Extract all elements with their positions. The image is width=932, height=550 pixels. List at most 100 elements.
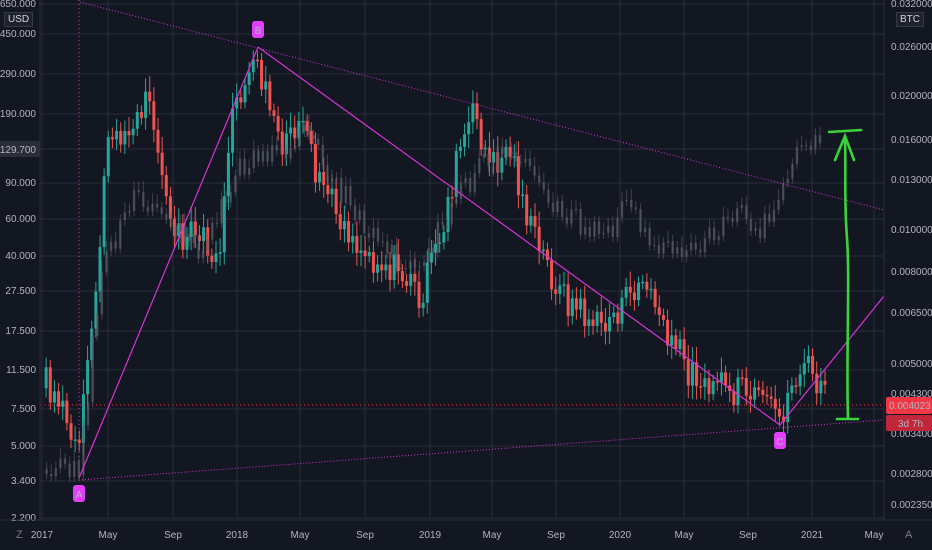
candle-body xyxy=(255,59,259,62)
candle-body xyxy=(719,372,723,383)
ghost-candle-body xyxy=(50,473,53,477)
time-tick-label: 2021 xyxy=(801,530,824,541)
candle-body xyxy=(239,97,243,103)
ghost-candle-body xyxy=(247,167,251,175)
candle-body xyxy=(591,319,595,326)
candle-body xyxy=(409,273,413,286)
ghost-candle-body xyxy=(533,166,536,176)
ghost-candle-body xyxy=(183,223,186,242)
ghost-candle-body xyxy=(551,202,555,212)
candle-body xyxy=(380,264,384,271)
ghost-candle-body xyxy=(694,242,697,250)
ghost-candle-body xyxy=(178,223,182,239)
candle-body xyxy=(757,387,761,390)
candle-body xyxy=(599,311,603,323)
candle-body xyxy=(566,284,570,317)
ghost-candle-body xyxy=(712,227,716,241)
time-axis[interactable]: 2017 May Sep 2018 May Sep 2019 May Sep 2020 May Sep… xyxy=(0,519,932,541)
candle-body xyxy=(264,81,268,90)
ghost-candle-body xyxy=(188,233,191,242)
candle-body xyxy=(434,243,438,253)
candle-body xyxy=(413,273,417,282)
candle-body xyxy=(533,216,537,227)
zoom-icon[interactable]: Z xyxy=(16,529,23,541)
candle-body xyxy=(309,130,313,144)
candle-body xyxy=(616,312,620,324)
left-tick-label: 290.000 xyxy=(0,69,36,80)
ghost-candle-body xyxy=(768,213,771,223)
auto-scale-icon[interactable]: A xyxy=(905,529,913,541)
left-price-axis[interactable]: 650.000 450.000 290.000 190.000 129.700 90.00… xyxy=(0,0,41,524)
ghost-candle-body xyxy=(607,225,610,233)
ghost-candle-body xyxy=(657,244,661,254)
ghost-candle-body xyxy=(289,147,292,159)
time-tick-label: May xyxy=(483,530,502,541)
candle-body xyxy=(483,147,487,150)
ghost-candle-body xyxy=(537,175,541,183)
candle-body xyxy=(707,378,711,395)
candle-body xyxy=(823,380,827,385)
candle-body xyxy=(724,372,728,386)
ghost-candle-body xyxy=(335,177,338,180)
ghost-candle-body xyxy=(510,151,513,155)
candle-body xyxy=(748,395,752,400)
right-tick-label: 0.008000 xyxy=(891,267,932,278)
ghost-candle-body xyxy=(436,221,440,253)
right-price-axis[interactable]: 0.032000 0.026000 0.020000 0.016000 0.013000… xyxy=(883,0,932,520)
current-value-label: 129.700 xyxy=(0,145,36,156)
point-label-c: C xyxy=(776,437,783,448)
lower-trendline xyxy=(78,419,885,481)
ghost-candle-body xyxy=(731,218,734,223)
candle-body xyxy=(454,150,458,198)
candle-body xyxy=(744,377,748,396)
left-tick-label: 17.500 xyxy=(5,326,36,337)
ghost-candle-body xyxy=(597,221,601,234)
left-tick-label: 450.000 xyxy=(0,29,36,40)
candle-body xyxy=(516,156,520,196)
candle-body xyxy=(732,390,736,405)
candle-body xyxy=(699,386,703,388)
pattern-lines xyxy=(78,1,885,481)
ghost-candle-body xyxy=(781,183,785,200)
candle-body xyxy=(815,373,819,394)
candle-body xyxy=(657,307,661,315)
candle-body xyxy=(446,197,450,233)
candle-body xyxy=(819,380,823,394)
candle-body xyxy=(703,378,707,387)
candle-body xyxy=(802,363,806,375)
ghost-candle-body xyxy=(625,199,628,202)
ghost-candle-body xyxy=(450,202,453,225)
ghost-candle-body xyxy=(505,153,509,155)
candle-body xyxy=(139,112,143,118)
ghost-candle-body xyxy=(132,189,136,211)
ghost-candle-body xyxy=(445,224,449,226)
candle-body xyxy=(197,235,201,242)
candle-body xyxy=(512,156,516,158)
candle-body xyxy=(65,400,69,424)
ghost-candle-body xyxy=(666,240,670,243)
ghost-candle-body xyxy=(777,199,780,210)
candle-body xyxy=(463,134,467,147)
ghost-candle-body xyxy=(703,238,707,253)
candle-body xyxy=(554,289,558,294)
candle-body xyxy=(570,298,574,317)
candle-body xyxy=(318,171,322,183)
candle-body xyxy=(347,220,351,243)
ghost-candle-body xyxy=(363,210,366,234)
time-tick-label: 2019 xyxy=(419,530,442,541)
ghost-candle-body xyxy=(54,468,58,477)
candle-body xyxy=(152,101,156,130)
candle-body xyxy=(637,282,641,301)
candle-body xyxy=(396,254,400,272)
ghost-candle-body xyxy=(293,145,297,148)
candle-body xyxy=(786,392,790,423)
candle-body xyxy=(686,359,690,386)
ghost-candle-body xyxy=(680,247,684,257)
candle-body xyxy=(442,232,446,243)
ghost-candle-body xyxy=(128,210,131,213)
ghost-candle-body xyxy=(270,145,274,162)
candle-body xyxy=(260,59,264,90)
line-c-up xyxy=(779,295,885,426)
candle-body xyxy=(276,115,280,132)
